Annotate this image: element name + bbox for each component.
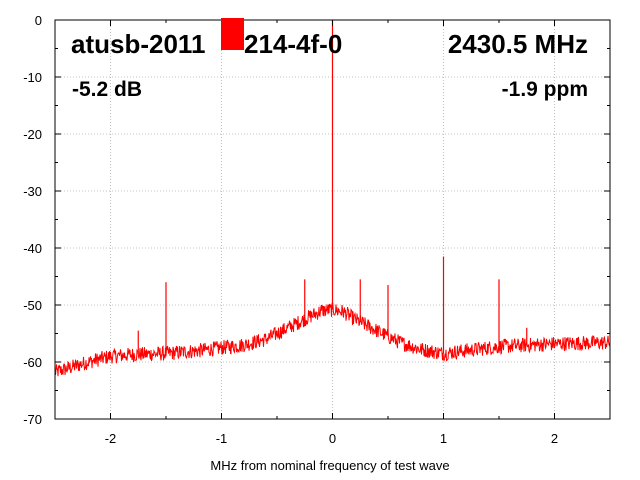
x-axis-title: MHz from nominal frequency of test wave — [210, 458, 449, 473]
y-tick-label: -40 — [23, 241, 42, 256]
y-tick-labels: 0 -10 -20 -30 -40 -50 -60 -70 — [23, 13, 42, 427]
x-tick-labels: -2 -1 0 1 2 — [105, 431, 558, 446]
x-tick-label: 2 — [551, 431, 558, 446]
x-tick-label: -1 — [216, 431, 228, 446]
y-tick-label: -50 — [23, 298, 42, 313]
y-tick-label: -60 — [23, 355, 42, 370]
device-label-suffix: 214-4f-0 — [244, 29, 342, 59]
device-label: atusb-2011 — [71, 29, 205, 59]
y-tick-label: 0 — [35, 13, 42, 28]
x-tick-label: 1 — [440, 431, 447, 446]
y-tick-label: -10 — [23, 70, 42, 85]
y-tick-label: -70 — [23, 412, 42, 427]
y-tick-label: -20 — [23, 127, 42, 142]
grid — [55, 20, 610, 419]
level-label: -5.2 dB — [72, 78, 142, 101]
series-layer — [54, 20, 611, 377]
offset-label: -1.9 ppm — [502, 78, 588, 101]
label-marker — [221, 18, 244, 50]
frequency-label: 2430.5 MHz — [448, 29, 588, 59]
x-tick-label: 0 — [329, 431, 336, 446]
x-tick-label: -2 — [105, 431, 117, 446]
y-tick-label: -30 — [23, 184, 42, 199]
